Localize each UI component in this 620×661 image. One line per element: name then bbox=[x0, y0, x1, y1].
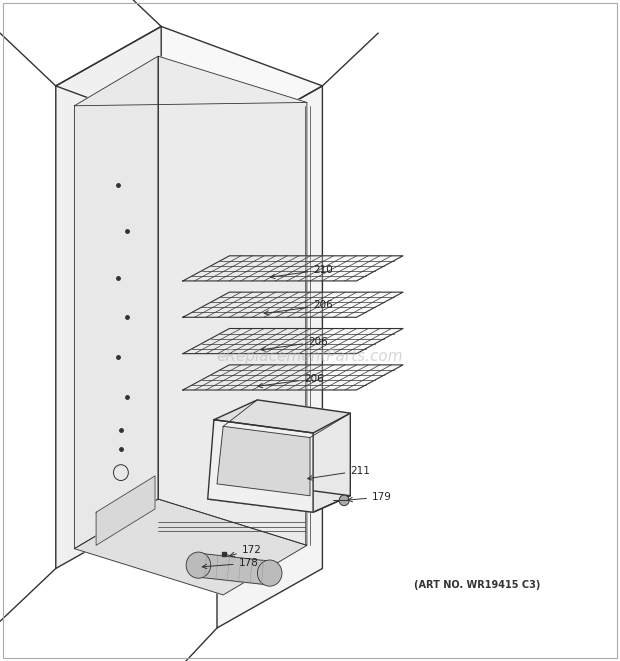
Polygon shape bbox=[158, 56, 307, 545]
Polygon shape bbox=[313, 413, 350, 512]
Polygon shape bbox=[183, 329, 403, 354]
Circle shape bbox=[339, 495, 349, 506]
Text: 206: 206 bbox=[264, 300, 333, 315]
Text: eReplacementParts.com: eReplacementParts.com bbox=[216, 350, 404, 364]
Text: 211: 211 bbox=[308, 465, 370, 480]
Circle shape bbox=[186, 552, 211, 578]
Polygon shape bbox=[217, 426, 310, 496]
Text: 206: 206 bbox=[258, 373, 324, 388]
Polygon shape bbox=[96, 476, 155, 545]
Polygon shape bbox=[183, 292, 403, 317]
Polygon shape bbox=[183, 365, 403, 390]
Text: 179: 179 bbox=[348, 492, 392, 502]
Polygon shape bbox=[74, 499, 307, 595]
Text: 172: 172 bbox=[230, 545, 262, 557]
Text: (ART NO. WR19415 C3): (ART NO. WR19415 C3) bbox=[414, 580, 541, 590]
Polygon shape bbox=[197, 553, 271, 585]
Polygon shape bbox=[74, 56, 158, 549]
Text: 206: 206 bbox=[261, 336, 328, 352]
Polygon shape bbox=[56, 26, 161, 568]
Polygon shape bbox=[56, 26, 322, 145]
Text: 178: 178 bbox=[202, 558, 259, 568]
Polygon shape bbox=[208, 483, 350, 512]
Polygon shape bbox=[208, 420, 313, 512]
Polygon shape bbox=[217, 86, 322, 628]
Circle shape bbox=[257, 560, 282, 586]
Text: 210: 210 bbox=[270, 264, 333, 279]
Polygon shape bbox=[214, 400, 350, 433]
Polygon shape bbox=[183, 256, 403, 281]
